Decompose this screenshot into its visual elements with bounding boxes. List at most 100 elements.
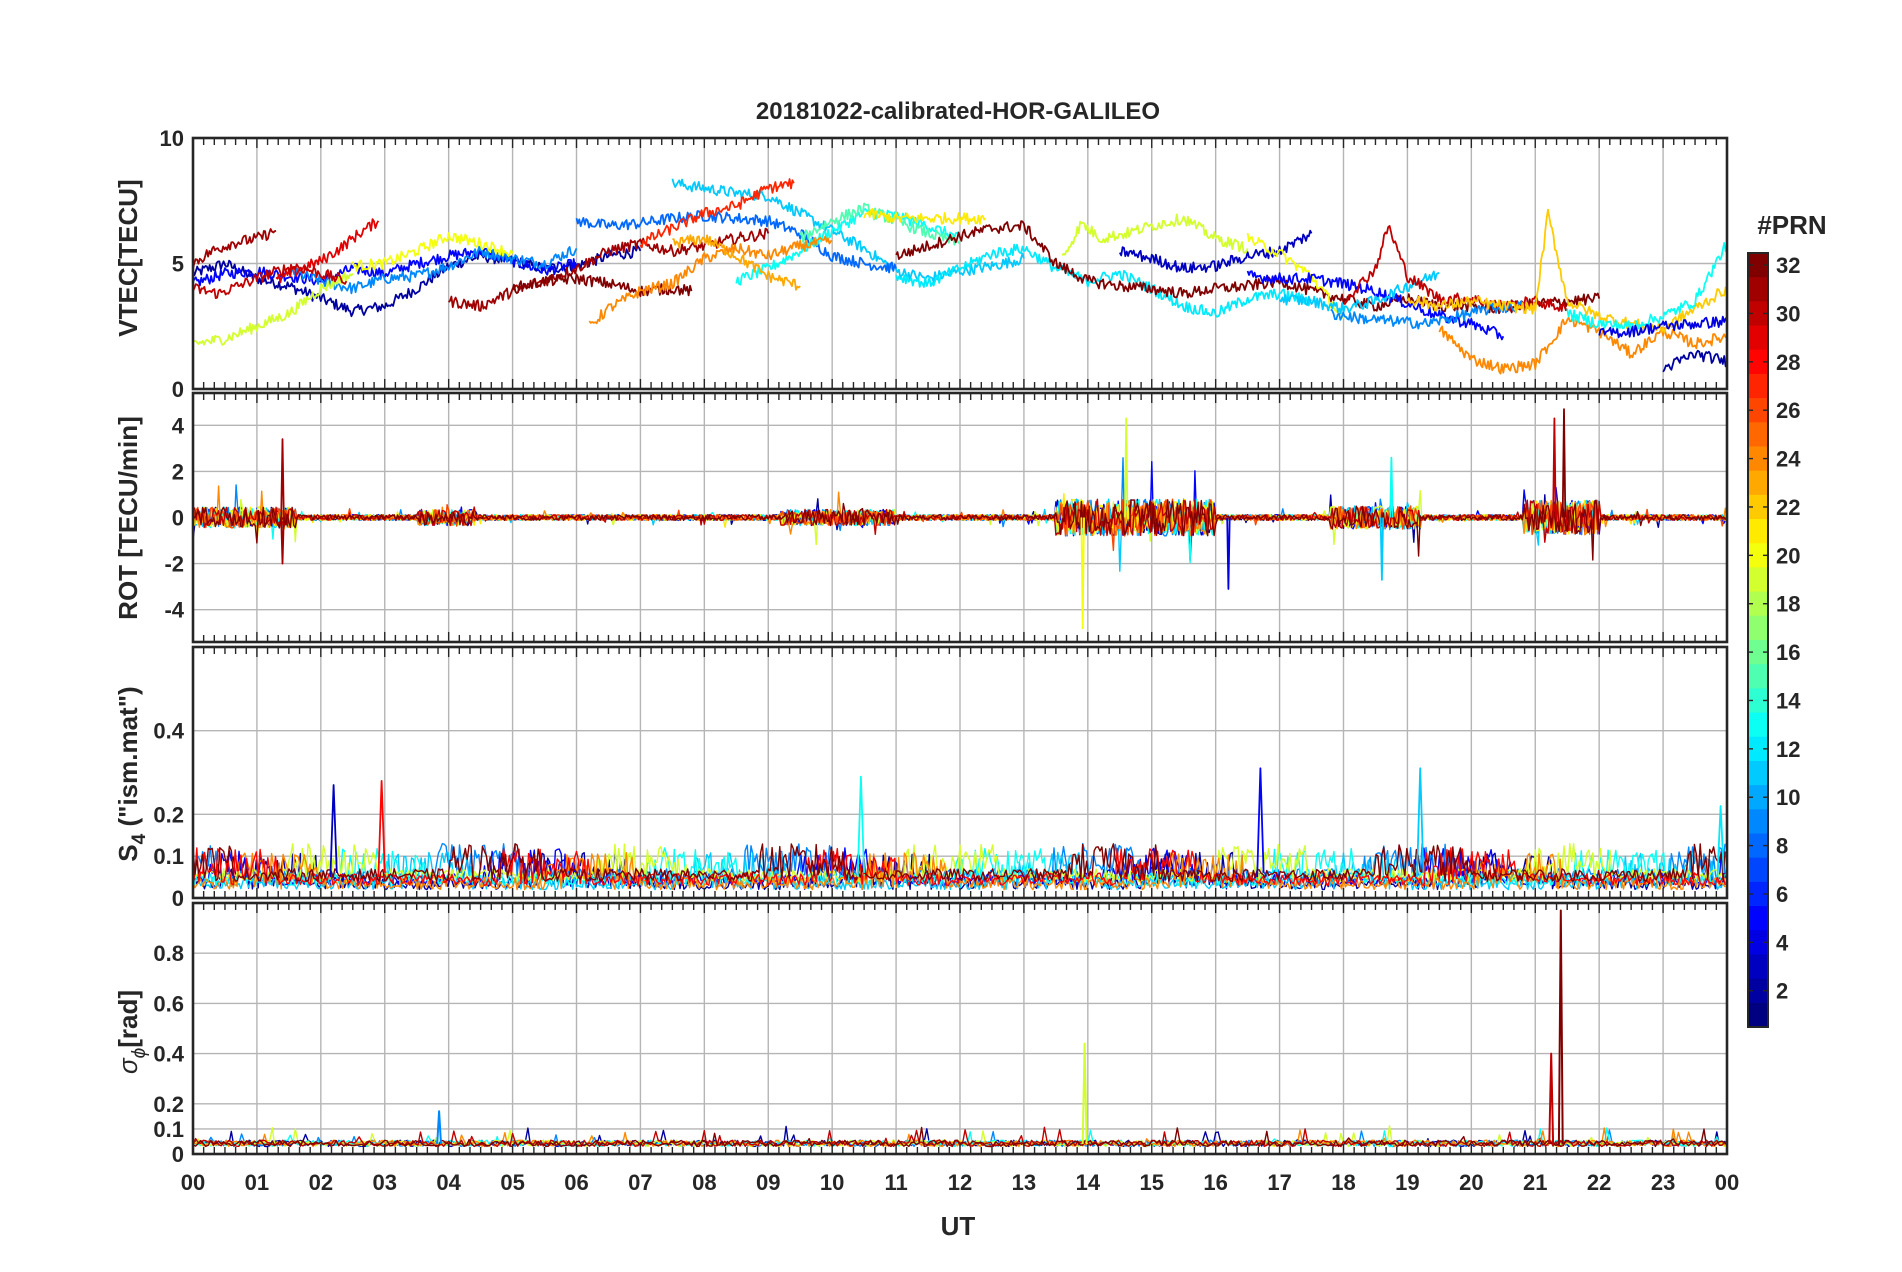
- colorbar-band: [1748, 688, 1768, 714]
- rot-ytick-label: -2: [164, 552, 184, 577]
- s4-ylabel-rest: ("ism.mat"): [113, 686, 143, 833]
- sigma-peak: [1557, 909, 1564, 1145]
- rot-ytick-label: -4: [164, 598, 184, 623]
- x-tick-label: 10: [820, 1170, 844, 1195]
- rot-spike: [1552, 417, 1557, 518]
- sigma-ytick-label: 0.6: [153, 991, 184, 1016]
- colorbar-band: [1748, 543, 1768, 569]
- s4-ytick-label: 0.4: [153, 719, 184, 744]
- x-tick-label: 22: [1587, 1170, 1611, 1195]
- colorbar-tick-label: 8: [1776, 834, 1788, 859]
- colorbar-band: [1748, 301, 1768, 327]
- colorbar-band: [1748, 785, 1768, 810]
- vtec-series-line: [1330, 300, 1524, 330]
- vtec-series-group: [193, 178, 1727, 375]
- x-tick-label: 17: [1267, 1170, 1291, 1195]
- rot-ylabel: ROT [TECU/min]: [113, 416, 143, 620]
- sigma-ylabel-main: σ: [113, 1057, 143, 1074]
- s4-peak: [1716, 805, 1725, 878]
- vtec-series-line: [895, 220, 1601, 315]
- vtec-series-line: [351, 232, 514, 273]
- colorbar-tick-label: 24: [1776, 447, 1801, 472]
- vtec-series-line: [275, 218, 380, 284]
- x-tick-label: 12: [948, 1170, 972, 1195]
- vtec-series-line: [193, 272, 354, 346]
- x-tick-label: 14: [1076, 1170, 1101, 1195]
- colorbar-band: [1748, 349, 1768, 375]
- colorbar-band: [1748, 906, 1768, 931]
- sigma-ytick-label: 0: [172, 1142, 184, 1167]
- x-tick-label: 09: [756, 1170, 780, 1195]
- sigma-ylabel: σϕ[rad]: [113, 990, 150, 1074]
- sigma-axes-frame: [191, 901, 1729, 1156]
- vtec-series-line: [1118, 229, 1313, 274]
- s4-ylabel-main: S: [113, 844, 143, 861]
- x-tick-label: 11: [884, 1170, 907, 1195]
- vtec-series-line: [863, 208, 987, 225]
- colorbar-tick-label: 2: [1776, 979, 1788, 1004]
- panel-sigma: 00.10.2 0.4 0.6 0.8: [153, 901, 1729, 1167]
- vtec-series-line: [193, 228, 277, 269]
- vtec-series-line: [1246, 232, 1345, 319]
- colorbar-tick-label: 26: [1776, 398, 1800, 423]
- vtec-ytick-label: 10: [160, 126, 184, 151]
- colorbar-band: [1748, 881, 1768, 907]
- colorbar-band: [1748, 398, 1768, 423]
- s4-ytick-label: 0: [172, 886, 184, 911]
- vtec-series-line: [193, 263, 348, 300]
- s4-peak: [1256, 767, 1265, 878]
- vtec-series-line: [1061, 213, 1249, 256]
- colorbar-band: [1748, 422, 1768, 448]
- vtec-axes-frame: [191, 136, 1729, 391]
- colorbar-band: [1748, 470, 1768, 496]
- sigma-ylabel-rest: [rad]: [113, 990, 143, 1048]
- colorbar-tick-label: 20: [1776, 543, 1800, 568]
- vtec-series-line: [1342, 224, 1568, 312]
- panel-rot: -4 -2 0 2 4: [164, 391, 1729, 644]
- sigma-ytick-label: 0.4: [153, 1042, 184, 1067]
- colorbar-band: [1748, 519, 1768, 544]
- rot-spike: [280, 438, 285, 518]
- colorbar-band: [1748, 253, 1768, 278]
- rot-spike: [1561, 408, 1567, 518]
- colorbar-band: [1748, 930, 1768, 956]
- s4-ytick-label: 0.2: [153, 802, 184, 827]
- x-tick-label: 21: [1523, 1170, 1547, 1195]
- rot-spike: [1389, 456, 1394, 518]
- panel-s4: 0 0.1 0.2 0.4: [153, 645, 1729, 911]
- vtec-series-line: [1438, 315, 1727, 375]
- rot-ytick-label: 2: [172, 459, 184, 484]
- sigma-ytick-label: 0.2: [153, 1092, 184, 1117]
- sigma-ytick-label: 0.8: [153, 941, 184, 966]
- colorbar-band: [1748, 373, 1768, 399]
- vtec-series-line: [639, 178, 795, 249]
- vtec-ytick-label: 0: [172, 377, 184, 402]
- colorbar-tick-label: 30: [1776, 301, 1800, 326]
- vtec-ylabel: VTEC[TECU]: [113, 179, 143, 336]
- colorbar-band: [1748, 857, 1768, 883]
- colorbar-band: [1748, 591, 1768, 617]
- rot-spike: [1379, 517, 1384, 581]
- s4-series-group: [193, 767, 1726, 891]
- s4-series-line: [193, 851, 1726, 891]
- colorbar-tick-label: 28: [1776, 350, 1800, 375]
- x-tick-label: 07: [628, 1170, 652, 1195]
- x-tick-label: 01: [245, 1170, 269, 1195]
- x-tick-label: 18: [1331, 1170, 1355, 1195]
- sigma-ylabel-sub: ϕ: [129, 1048, 150, 1059]
- x-tick-label: 23: [1651, 1170, 1675, 1195]
- colorbar-band: [1748, 664, 1768, 689]
- x-tick-label: 06: [564, 1170, 588, 1195]
- chart-title: 20181022-calibrated-HOR-GALILEO: [756, 98, 1160, 125]
- s4-peak: [329, 784, 338, 878]
- rot-spike: [280, 517, 285, 565]
- sigma-ytick-label: 0.1: [153, 1117, 184, 1142]
- colorbar-band: [1748, 736, 1768, 762]
- s4-ylabel-sub: 4: [129, 833, 150, 844]
- colorbar-tick-label: 22: [1776, 495, 1800, 520]
- colorbar-band: [1748, 615, 1768, 641]
- sigma-peak: [1548, 1052, 1555, 1145]
- colorbar-band: [1748, 833, 1768, 859]
- colorbar-band: [1748, 978, 1768, 1004]
